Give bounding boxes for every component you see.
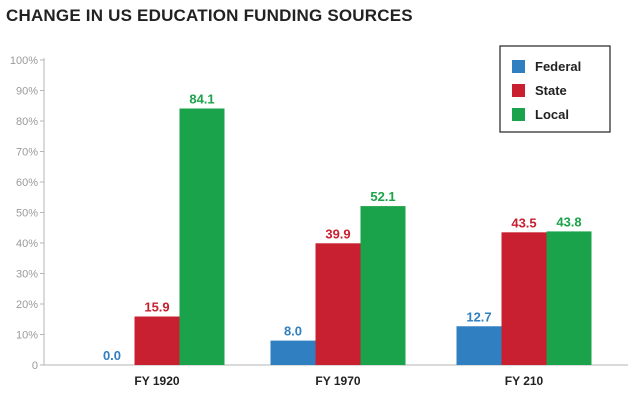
data-label-state-1: 39.9 [325,226,350,241]
legend-label-local: Local [535,107,569,122]
y-tick-label: 10% [16,330,38,342]
y-tick-label: 50% [16,208,38,220]
legend-swatch-local [512,108,525,121]
data-label-federal-2: 12.7 [466,309,491,324]
y-tick-label: 80% [16,116,38,128]
data-label-local-1: 52.1 [370,189,395,204]
y-tick-label: 40% [16,238,38,250]
data-label-local-2: 43.8 [556,214,581,229]
bar-state-1 [315,243,361,365]
legend-swatch-state [512,84,525,97]
chart-title: CHANGE IN US EDUCATION FUNDING SOURCES [6,6,413,25]
bar-federal-1 [270,340,316,365]
legend-swatch-federal [512,60,525,73]
data-label-federal-0: 0.0 [103,348,121,363]
bar-federal-2 [456,326,502,365]
bar-local-2 [546,231,592,365]
y-tick-label: 100% [10,55,38,67]
data-label-state-2: 43.5 [511,215,536,230]
legend-label-federal: Federal [535,59,581,74]
data-label-federal-1: 8.0 [284,324,302,339]
bar-state-0 [134,316,180,365]
y-tick-label: 0 [32,360,38,372]
y-tick-label: 70% [16,147,38,159]
y-tick-label: 90% [16,86,38,98]
category-label: FY 1920 [134,374,179,388]
y-tick-label: 30% [16,269,38,281]
y-tick-label: 20% [16,299,38,311]
bar-local-1 [360,206,406,365]
category-label: FY 210 [505,374,544,388]
data-label-local-0: 84.1 [189,91,214,106]
legend: Federal State Local [499,45,611,133]
legend-label-state: State [535,83,567,98]
category-label: FY 1970 [315,374,360,388]
bar-local-0 [179,108,225,366]
y-tick-label: 60% [16,177,38,189]
data-label-state-0: 15.9 [144,300,169,315]
bar-state-2 [501,232,547,365]
